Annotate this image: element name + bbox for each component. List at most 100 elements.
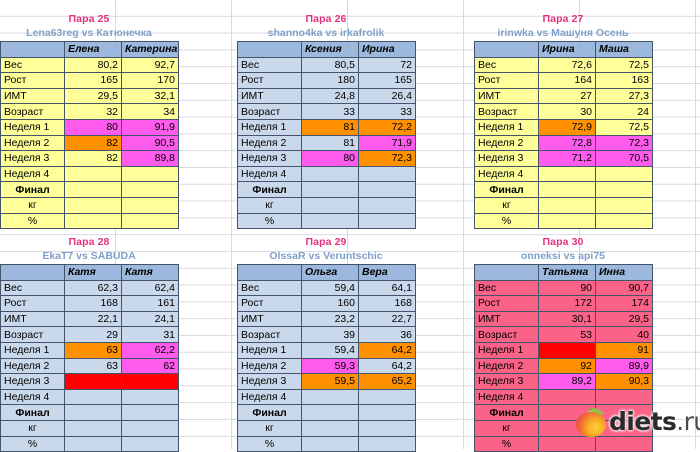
pair-table[interactable]: Ольга Вера Вес 59,4 64,1 Рост 160 168 ИМТ 23,2 22,… bbox=[237, 264, 416, 452]
value-cell[interactable]: 89,8 bbox=[121, 150, 179, 167]
value-cell[interactable] bbox=[121, 388, 179, 406]
value-cell[interactable]: 62 bbox=[121, 357, 179, 375]
value-cell[interactable] bbox=[301, 435, 359, 452]
corner-cell[interactable] bbox=[237, 264, 302, 281]
value-cell[interactable]: 29 bbox=[64, 326, 122, 343]
value-cell[interactable]: 63 bbox=[64, 341, 122, 359]
value-cell[interactable]: 62,2 bbox=[121, 341, 179, 359]
value-cell[interactable] bbox=[64, 419, 122, 437]
value-cell[interactable]: 72,6 bbox=[538, 56, 596, 74]
row-label[interactable]: Рост bbox=[0, 295, 65, 312]
value-cell[interactable]: 24,1 bbox=[121, 310, 179, 328]
value-cell[interactable]: 161 bbox=[121, 295, 179, 312]
participant-name-header[interactable]: Вера bbox=[358, 264, 416, 281]
value-cell[interactable]: 172 bbox=[538, 295, 596, 312]
row-label[interactable]: Рост bbox=[474, 72, 539, 89]
value-cell[interactable]: 26,4 bbox=[358, 87, 416, 105]
value-cell[interactable] bbox=[538, 165, 596, 183]
value-cell[interactable] bbox=[595, 404, 653, 421]
participant-name-header[interactable]: Елена bbox=[64, 41, 122, 58]
value-cell[interactable]: 27,3 bbox=[595, 87, 653, 105]
value-cell[interactable]: 24,8 bbox=[301, 87, 359, 105]
pair-table[interactable]: Ирина Маша Вес 72,6 72,5 Рост 164 163 ИМТ 27 27,3 В… bbox=[474, 41, 653, 230]
value-cell[interactable]: 90,5 bbox=[121, 134, 179, 152]
value-cell[interactable]: 30 bbox=[538, 103, 596, 120]
row-label[interactable]: Неделя 1 bbox=[474, 118, 539, 136]
row-label[interactable]: кг bbox=[474, 196, 539, 214]
value-cell[interactable]: 72,5 bbox=[595, 118, 653, 136]
row-label[interactable]: кг bbox=[237, 196, 302, 214]
value-cell[interactable]: 90 bbox=[538, 279, 596, 297]
row-label[interactable]: Возраст bbox=[0, 326, 65, 343]
row-label[interactable]: Неделя 1 bbox=[0, 118, 65, 136]
value-cell[interactable] bbox=[595, 388, 653, 406]
row-label[interactable]: Вес bbox=[474, 56, 539, 74]
value-cell[interactable]: 34 bbox=[121, 103, 179, 120]
row-label[interactable]: Неделя 4 bbox=[474, 165, 539, 183]
value-cell[interactable]: 29,5 bbox=[64, 87, 122, 105]
value-cell[interactable] bbox=[358, 212, 416, 230]
value-cell[interactable]: 33 bbox=[358, 103, 416, 120]
value-cell[interactable] bbox=[538, 196, 596, 214]
row-label[interactable]: % bbox=[474, 435, 539, 452]
row-label[interactable]: Неделя 4 bbox=[0, 165, 65, 183]
row-label[interactable]: Финал bbox=[0, 181, 65, 198]
value-cell[interactable]: 164 bbox=[538, 72, 596, 89]
value-cell[interactable]: 82 bbox=[64, 134, 122, 152]
row-label[interactable]: Неделя 3 bbox=[474, 373, 539, 390]
row-label[interactable]: % bbox=[474, 212, 539, 230]
value-cell[interactable]: 24 bbox=[595, 103, 653, 120]
row-label[interactable]: Неделя 2 bbox=[0, 134, 65, 152]
value-cell[interactable]: 89,9 bbox=[595, 357, 653, 375]
value-cell[interactable] bbox=[121, 435, 179, 452]
row-label[interactable]: Неделя 3 bbox=[0, 373, 65, 390]
value-cell[interactable] bbox=[121, 404, 179, 421]
value-cell[interactable] bbox=[538, 435, 596, 452]
value-cell[interactable]: 36 bbox=[358, 326, 416, 343]
row-label[interactable]: % bbox=[0, 212, 65, 230]
pair-table[interactable]: Ксения Ирина Вес 80,5 72 Рост 180 165 ИМТ 24,8 26,… bbox=[237, 41, 416, 230]
corner-cell[interactable] bbox=[474, 41, 539, 58]
value-cell[interactable]: 71,9 bbox=[358, 134, 416, 152]
value-cell[interactable] bbox=[301, 196, 359, 214]
row-label[interactable]: % bbox=[0, 435, 65, 452]
value-cell[interactable] bbox=[64, 165, 122, 183]
value-cell[interactable]: 80,2 bbox=[64, 56, 122, 74]
row-label[interactable]: Возраст bbox=[237, 103, 302, 120]
value-cell[interactable] bbox=[64, 181, 122, 198]
value-cell[interactable] bbox=[595, 212, 653, 230]
value-cell[interactable] bbox=[64, 373, 122, 390]
row-label[interactable]: Неделя 1 bbox=[237, 341, 302, 359]
value-cell[interactable]: 81 bbox=[301, 118, 359, 136]
value-cell[interactable] bbox=[301, 165, 359, 183]
value-cell[interactable] bbox=[358, 165, 416, 183]
row-label[interactable]: Возраст bbox=[474, 103, 539, 120]
row-label[interactable]: Неделя 3 bbox=[237, 150, 302, 167]
value-cell[interactable]: 163 bbox=[595, 72, 653, 89]
row-label[interactable]: Рост bbox=[237, 295, 302, 312]
pair-table[interactable]: Елена Катерина Вес 80,2 92,7 Рост 165 170 ИМТ 29,… bbox=[0, 41, 179, 230]
row-label[interactable]: Рост bbox=[237, 72, 302, 89]
value-cell[interactable] bbox=[121, 419, 179, 437]
row-label[interactable]: % bbox=[237, 435, 302, 452]
value-cell[interactable] bbox=[64, 388, 122, 406]
row-label[interactable]: Финал bbox=[237, 181, 302, 198]
row-label[interactable]: Финал bbox=[474, 404, 539, 421]
row-label[interactable]: Вес bbox=[0, 56, 65, 74]
value-cell[interactable] bbox=[121, 181, 179, 198]
value-cell[interactable] bbox=[301, 404, 359, 421]
value-cell[interactable]: 29,5 bbox=[595, 310, 653, 328]
value-cell[interactable]: 71,2 bbox=[538, 150, 596, 167]
participant-name-header[interactable]: Ирина bbox=[358, 41, 416, 58]
value-cell[interactable]: 80 bbox=[301, 150, 359, 167]
value-cell[interactable]: 72,3 bbox=[358, 150, 416, 167]
value-cell[interactable]: 72,3 bbox=[595, 134, 653, 152]
value-cell[interactable]: 64,2 bbox=[358, 357, 416, 375]
row-label[interactable]: Неделя 2 bbox=[474, 134, 539, 152]
value-cell[interactable]: 39 bbox=[301, 326, 359, 343]
participant-name-header[interactable]: Ксения bbox=[301, 41, 359, 58]
row-label[interactable]: кг bbox=[0, 419, 65, 437]
value-cell[interactable]: 81 bbox=[301, 134, 359, 152]
value-cell[interactable]: 168 bbox=[358, 295, 416, 312]
